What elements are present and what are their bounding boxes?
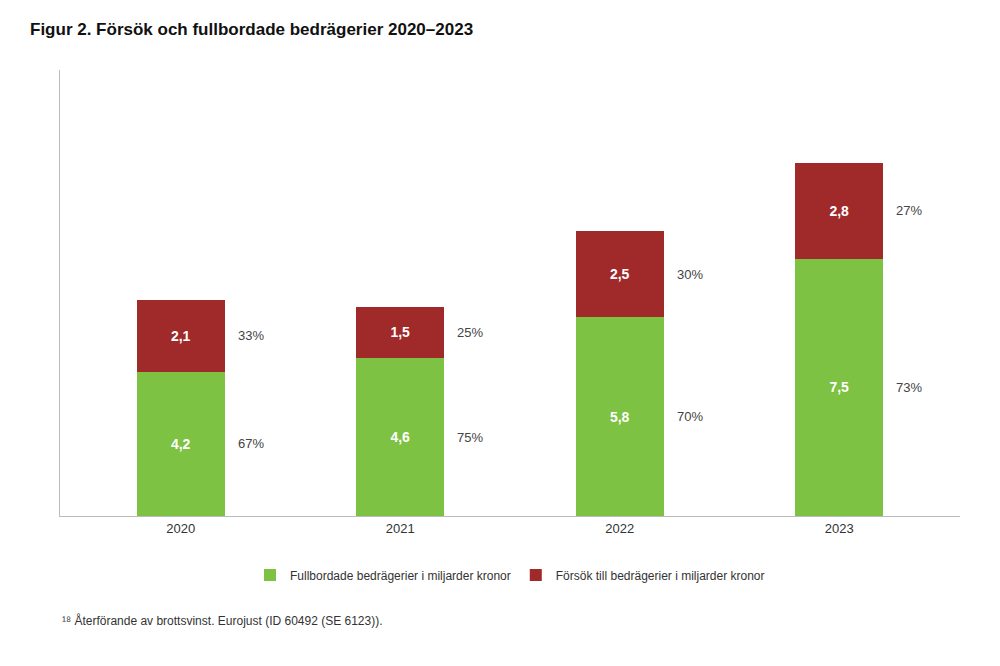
svg-text:2,5: 2,5 — [610, 266, 630, 282]
svg-text:Figur 2. Försök och fullbordad: Figur 2. Försök och fullbordade bedräger… — [30, 20, 473, 39]
svg-text:70%: 70% — [677, 409, 703, 424]
svg-text:30%: 30% — [677, 267, 703, 282]
svg-text:27%: 27% — [896, 203, 922, 218]
svg-text:75%: 75% — [457, 430, 483, 445]
svg-text:2022: 2022 — [605, 521, 634, 536]
svg-text:¹⁸ Återförande av brottsvinst.: ¹⁸ Återförande av brottsvinst. Eurojust … — [62, 613, 383, 628]
svg-text:2,8: 2,8 — [829, 203, 849, 219]
svg-text:2020: 2020 — [166, 521, 195, 536]
svg-text:4,2: 4,2 — [171, 436, 191, 452]
svg-text:73%: 73% — [896, 380, 922, 395]
svg-text:67%: 67% — [238, 436, 264, 451]
svg-text:1,5: 1,5 — [390, 324, 410, 340]
svg-text:5,8: 5,8 — [610, 409, 630, 425]
svg-text:33%: 33% — [238, 328, 264, 343]
svg-text:2021: 2021 — [386, 521, 415, 536]
svg-text:2023: 2023 — [825, 521, 854, 536]
svg-text:Fullbordade bedrägerier i milj: Fullbordade bedrägerier i miljarder kron… — [290, 569, 511, 583]
svg-text:4,6: 4,6 — [390, 429, 410, 445]
svg-text:7,5: 7,5 — [829, 379, 849, 395]
svg-text:2,1: 2,1 — [171, 328, 191, 344]
svg-text:Försök till bedrägerier i milj: Försök till bedrägerier i miljarder kron… — [556, 569, 765, 583]
svg-text:25%: 25% — [457, 325, 483, 340]
